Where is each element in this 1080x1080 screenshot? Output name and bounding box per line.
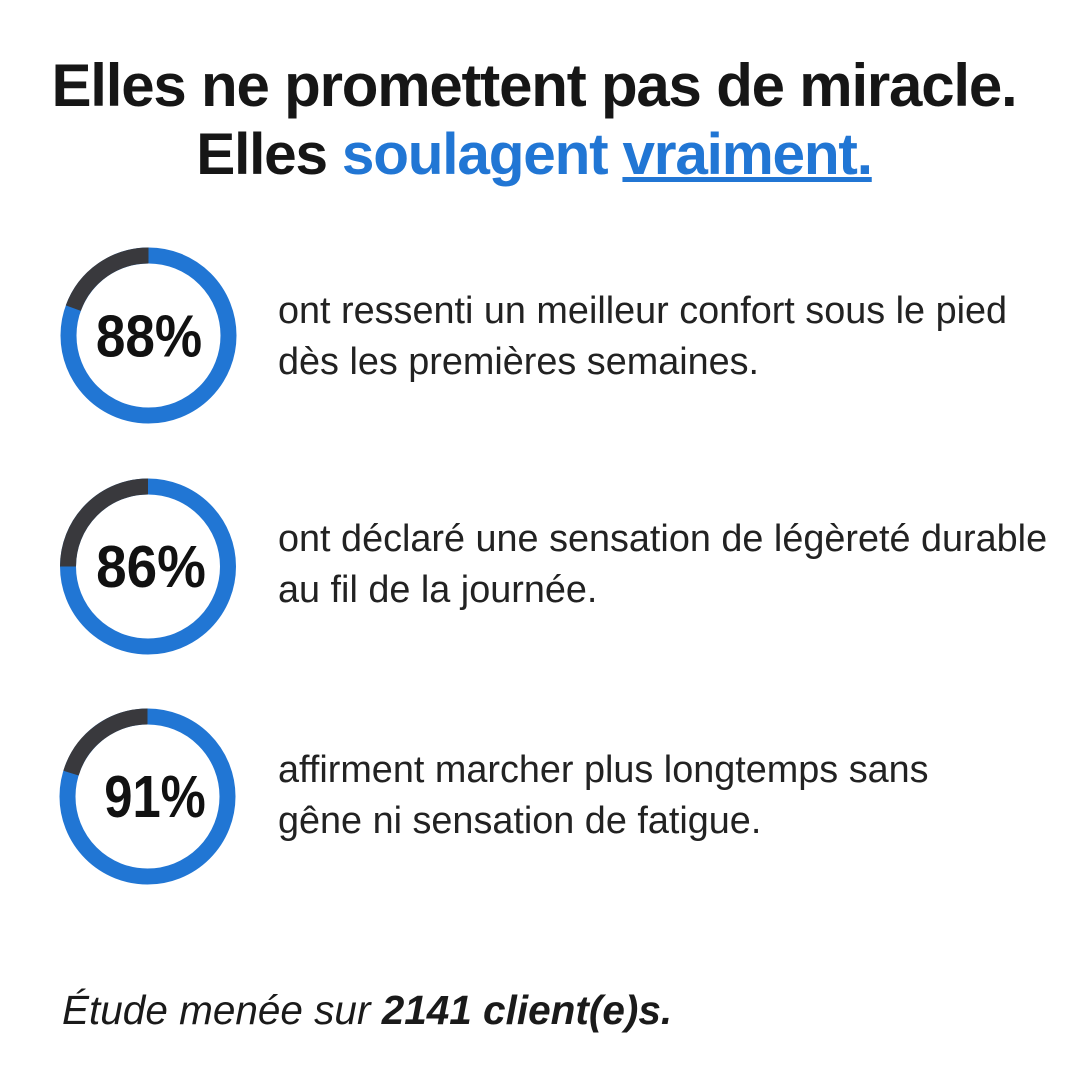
svg-text:91%: 91% <box>104 763 206 829</box>
svg-text:88%: 88% <box>96 303 202 369</box>
svg-text:86%: 86% <box>96 534 206 600</box>
